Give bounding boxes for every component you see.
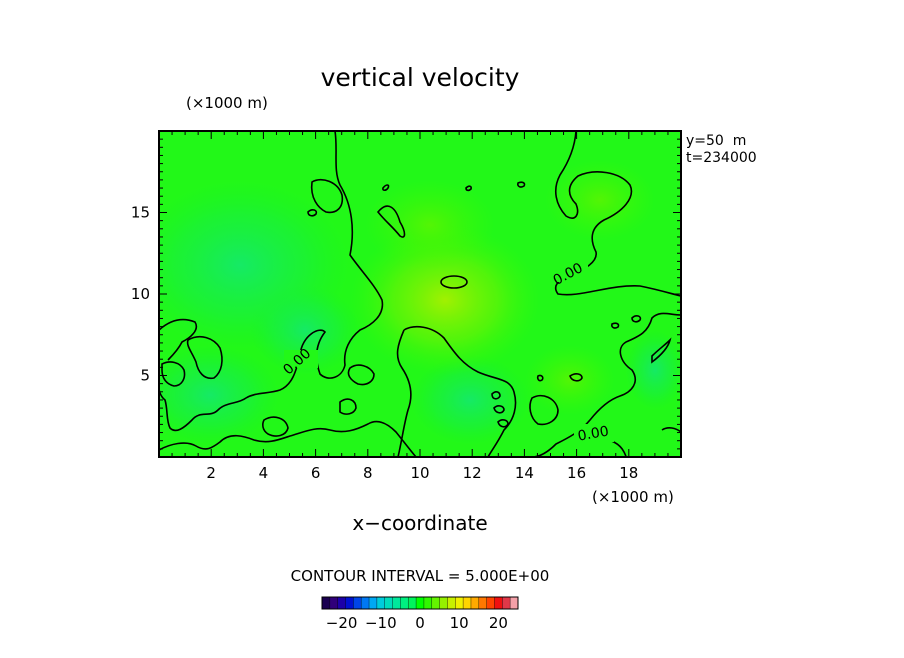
x-axis-title: x−coordinate [352,511,487,535]
colorbar-tick-label: 0 [415,614,425,632]
zero-contour [569,373,583,382]
colorbar-tick-label: 10 [450,614,469,632]
field-anomaly [625,330,681,410]
colorbar-cell [329,597,338,609]
colorbar-tick-label: −20 [326,614,358,632]
y-tick-label: 5 [140,367,150,385]
zero-contour [536,374,544,382]
zero-contour [339,398,357,415]
colorbar [321,596,519,610]
colorbar-cell [439,597,448,609]
x-tick-label: 8 [363,464,373,482]
zero-contour [159,131,384,432]
zero-contour [403,325,517,457]
colorbar-cell [494,597,503,609]
colorbar-cell [486,597,495,609]
colorbar-cell [384,597,393,609]
colorbar-cell [447,597,456,609]
zero-contour [396,329,412,457]
zero-contour [159,318,198,361]
x-tick-label: 14 [515,464,534,482]
colorbar-cell [416,597,425,609]
info-line: t=234000 [686,150,757,166]
zero-contour [376,205,406,238]
x-tick-label: 12 [463,464,482,482]
colorbar-cell [455,597,464,609]
colorbar-frame [321,596,519,610]
zero-contour [491,391,501,400]
zero-contour [347,364,375,386]
x-tick-label: 2 [206,464,216,482]
field-anomaly [250,285,360,375]
zero-contour [651,337,672,364]
zero-contour [517,181,526,188]
contour-label-bg [284,350,318,368]
field-anomaly [410,355,530,445]
field-anomaly [365,180,495,270]
zero-contour [382,184,390,192]
x-axis: 2 4 6 8 10 12 14 16 18 [171,131,669,482]
chart-title: vertical velocity [321,63,520,92]
colorbar-cell [470,597,480,609]
info-line: y=50 m [686,133,746,149]
field-anomaly [545,160,655,240]
y-tick-label: 10 [131,285,150,303]
x-tick-label: 4 [259,464,269,482]
colorbar-cell [400,597,409,609]
zero-contour [529,394,559,426]
contour-label-bg [552,264,588,282]
colorbar-cell [423,597,433,609]
x-unit-label: (×1000 m) [592,488,674,506]
zero-contour [440,275,468,289]
zero-contour [531,312,681,457]
colorbar-cell [510,597,519,609]
x-tick-label: 10 [410,464,429,482]
zero-contour [307,209,318,217]
y-tick-label: 15 [131,204,150,222]
zero-contour [310,178,344,214]
colorbar-cell [478,597,487,609]
colorbar-cell [431,597,440,609]
colorbar-tick-label: −10 [365,614,397,632]
zero-contour [661,427,681,433]
contour-label-bg [574,424,614,442]
zero-contour [631,315,642,323]
colorbar-cell [361,597,370,609]
colorbar-cell [322,597,331,609]
contour-label: 0.00 [577,423,610,444]
colorbar-cell [369,597,378,609]
zero-contour [493,405,505,414]
zero-contour [554,131,681,297]
zero-contour [262,416,289,437]
colorbar-labels: −20 −10 0 10 20 [326,614,508,632]
colorbar-cell [502,597,511,609]
zero-contour [465,185,472,192]
colorbar-cell [392,597,401,609]
x-tick-label: 16 [567,464,586,482]
zero-contour [186,336,223,380]
colorbar-tick-label: 20 [489,614,508,632]
y-unit-label: (×1000 m) [186,94,268,112]
colorbar-cell [345,597,354,609]
colorbar-cell [353,597,362,609]
zero-contour [497,419,509,428]
colorbar-cell [337,597,346,609]
field-anomaly [159,345,280,445]
colorbar-cell [408,597,417,609]
y-axis: 5 10 15 [131,138,681,450]
colorbar-cell [376,597,386,609]
colorbar-cell [463,597,472,609]
x-tick-label: 6 [311,464,321,482]
contour-interval: CONTOUR INTERVAL = 5.000E+00 [291,567,550,585]
zero-contour [161,361,186,387]
zero-contours [159,131,681,457]
x-tick-label: 18 [619,464,638,482]
field-layer: 0.00 0.00 0.00 [159,131,681,457]
zero-contour [159,420,417,457]
zero-contour [611,322,620,329]
